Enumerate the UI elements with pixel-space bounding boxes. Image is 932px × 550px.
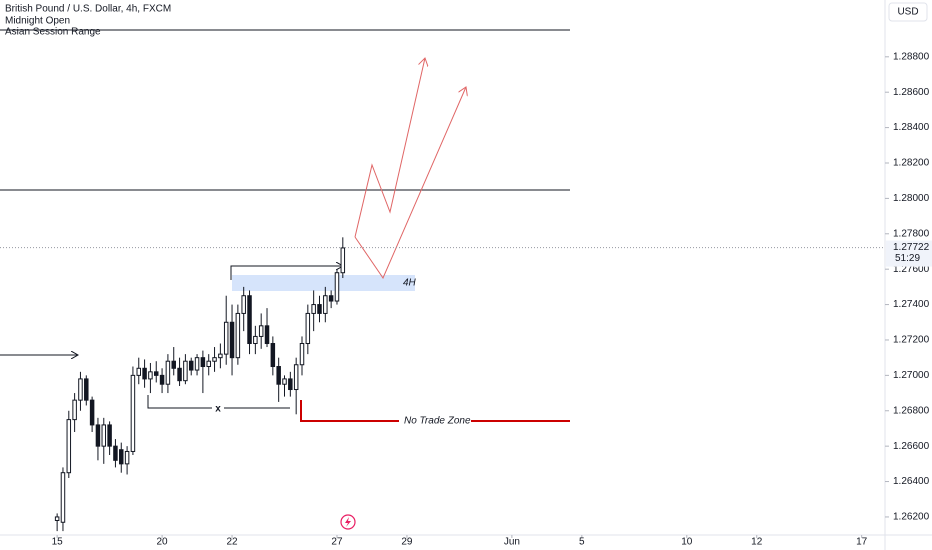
x-tick-label: 5 — [579, 537, 585, 548]
candle-body — [218, 353, 223, 359]
y-tick-label: 1.28600 — [893, 87, 930, 98]
candle-body — [177, 367, 182, 382]
candle-body — [84, 378, 89, 401]
candle-body — [340, 247, 346, 274]
candle-body — [311, 304, 316, 314]
x-bracket — [147, 395, 290, 409]
candle-body — [89, 399, 95, 426]
candle-body — [288, 378, 293, 391]
candle-body — [323, 295, 328, 314]
y-tick-label: 1.26800 — [893, 405, 930, 416]
candle-body — [165, 360, 171, 385]
projection-path — [354, 87, 466, 280]
projection-path — [354, 58, 425, 238]
candle-body — [54, 516, 60, 521]
candle-body — [124, 450, 130, 465]
candle-body — [66, 419, 72, 474]
range-arrow — [230, 266, 343, 280]
candle-body — [130, 374, 136, 452]
y-tick-label: 1.28800 — [893, 51, 930, 62]
y-tick-label: 1.27800 — [893, 228, 930, 239]
zone-label: 4H — [403, 278, 417, 289]
x-tick-label: Jun — [504, 537, 520, 548]
y-tick-label: 1.28400 — [893, 122, 930, 133]
y-tick-label: 1.26200 — [893, 512, 930, 523]
candle-body — [206, 360, 211, 368]
event-icon-bolt — [345, 517, 351, 527]
x-tick-label: 20 — [157, 537, 169, 548]
candle-body — [229, 321, 235, 359]
candle-body — [101, 424, 107, 447]
y-tick-label: 1.26600 — [893, 441, 930, 452]
candle-body — [153, 371, 159, 376]
candle-body — [212, 357, 217, 362]
currency-label: USD — [897, 7, 918, 18]
x-tick-label: 15 — [52, 537, 64, 548]
indicator-label: Midnight Open — [5, 16, 70, 27]
candle-body — [253, 335, 258, 345]
candle-body — [159, 374, 165, 385]
y-tick-label: 1.27200 — [893, 335, 930, 346]
candle-body — [282, 378, 287, 385]
candle-body — [136, 367, 142, 376]
candle-body — [305, 312, 311, 345]
candle-body — [270, 343, 276, 368]
y-tick-label: 1.28000 — [893, 193, 930, 204]
candle-body — [148, 371, 153, 380]
candle-body — [247, 295, 252, 345]
candle-body — [299, 343, 305, 366]
x-label-bg — [212, 402, 224, 414]
candle-body — [171, 360, 176, 369]
candle-body — [78, 378, 83, 401]
candle-body — [142, 367, 147, 380]
x-tick-label: 10 — [681, 537, 693, 548]
candle-body — [328, 295, 334, 302]
y-tick-label: 1.27600 — [893, 264, 930, 275]
zone-rect — [232, 275, 415, 291]
candle-body — [276, 366, 281, 385]
candle-body — [334, 272, 340, 302]
candle-body — [95, 424, 101, 447]
y-tick-label: 1.28200 — [893, 158, 930, 169]
countdown-label: 51:29 — [895, 253, 920, 264]
last-price-label: 1.27722 — [893, 242, 930, 253]
x-tick-label: 22 — [226, 537, 238, 548]
candle-body — [235, 312, 241, 359]
x-tick-label: 17 — [856, 537, 868, 548]
candle-body — [264, 325, 270, 345]
candle-body — [60, 472, 66, 523]
x-tick-label: 12 — [751, 537, 763, 548]
no-trade-line — [300, 400, 570, 422]
candle-body — [258, 325, 264, 337]
candle-body — [183, 360, 188, 382]
last-price-box — [886, 240, 932, 267]
candle-body — [317, 304, 322, 314]
candle-body — [293, 364, 299, 391]
x-tick-label: 27 — [331, 537, 343, 548]
candle-body — [113, 445, 118, 461]
candle-body — [241, 295, 246, 314]
x-tick-label: 29 — [401, 537, 413, 548]
no-trade-label: No Trade Zone — [404, 416, 471, 427]
candle-body — [223, 321, 229, 355]
candle-body — [194, 357, 200, 371]
x-label: x — [215, 404, 221, 415]
candle-body — [72, 399, 77, 421]
currency-button[interactable] — [888, 2, 928, 22]
candle-body — [107, 424, 112, 447]
y-tick-label: 1.27000 — [893, 370, 930, 381]
event-icon[interactable] — [340, 514, 356, 530]
candle-body — [188, 360, 194, 371]
no-trade-bg — [399, 413, 471, 429]
y-tick-label: 1.26400 — [893, 476, 930, 487]
candle-body — [119, 449, 124, 465]
y-tick-label: 1.27400 — [893, 299, 930, 310]
candle-body — [200, 357, 206, 368]
chart-title: British Pound / U.S. Dollar, 4h, FXCM — [5, 4, 171, 15]
indicator-label: Asian Session Range — [5, 27, 101, 38]
